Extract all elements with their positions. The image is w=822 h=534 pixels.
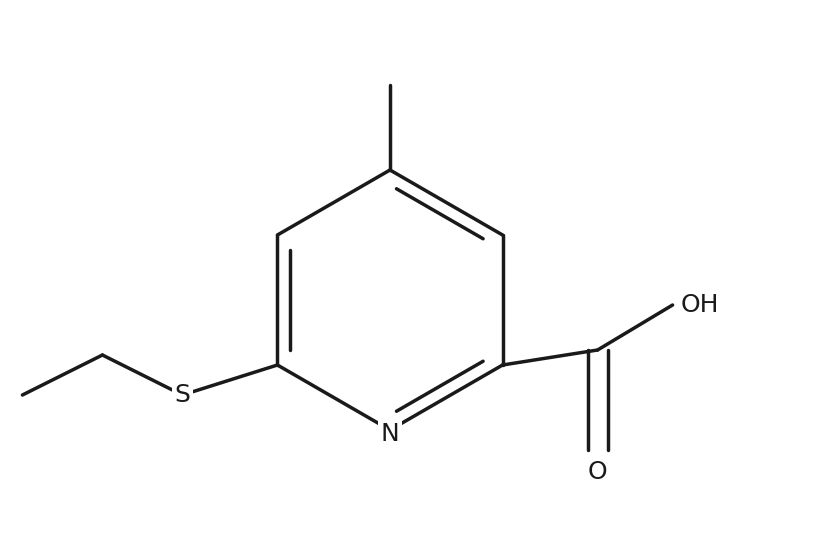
Text: N: N — [381, 422, 399, 446]
Text: OH: OH — [681, 293, 719, 317]
Text: O: O — [588, 460, 607, 484]
Text: S: S — [174, 383, 191, 407]
